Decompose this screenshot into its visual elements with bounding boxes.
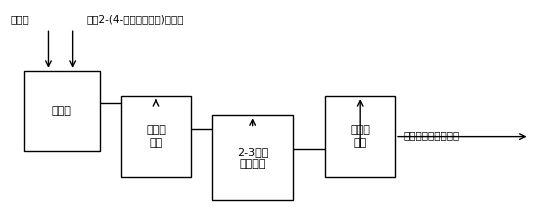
Text: 浓硫酸: 浓硫酸 [11,14,29,24]
Bar [212,115,293,200]
Text: 液态2-(4-乙基苯甲酰基)苯甲酸: 液态2-(4-乙基苯甲酰基)苯甲酸 [86,14,184,24]
Text: 去水解等后处理过程: 去水解等后处理过程 [403,131,459,141]
Bar [24,71,99,152]
Bar [121,96,191,177]
Text: 搅拌反
应器: 搅拌反 应器 [350,125,370,148]
Bar [325,96,395,177]
Text: 2-3个搅
拌反应器: 2-3个搅 拌反应器 [237,147,268,169]
Text: 搅拌反
应器: 搅拌反 应器 [146,125,166,148]
Text: 混合器: 混合器 [52,106,72,116]
